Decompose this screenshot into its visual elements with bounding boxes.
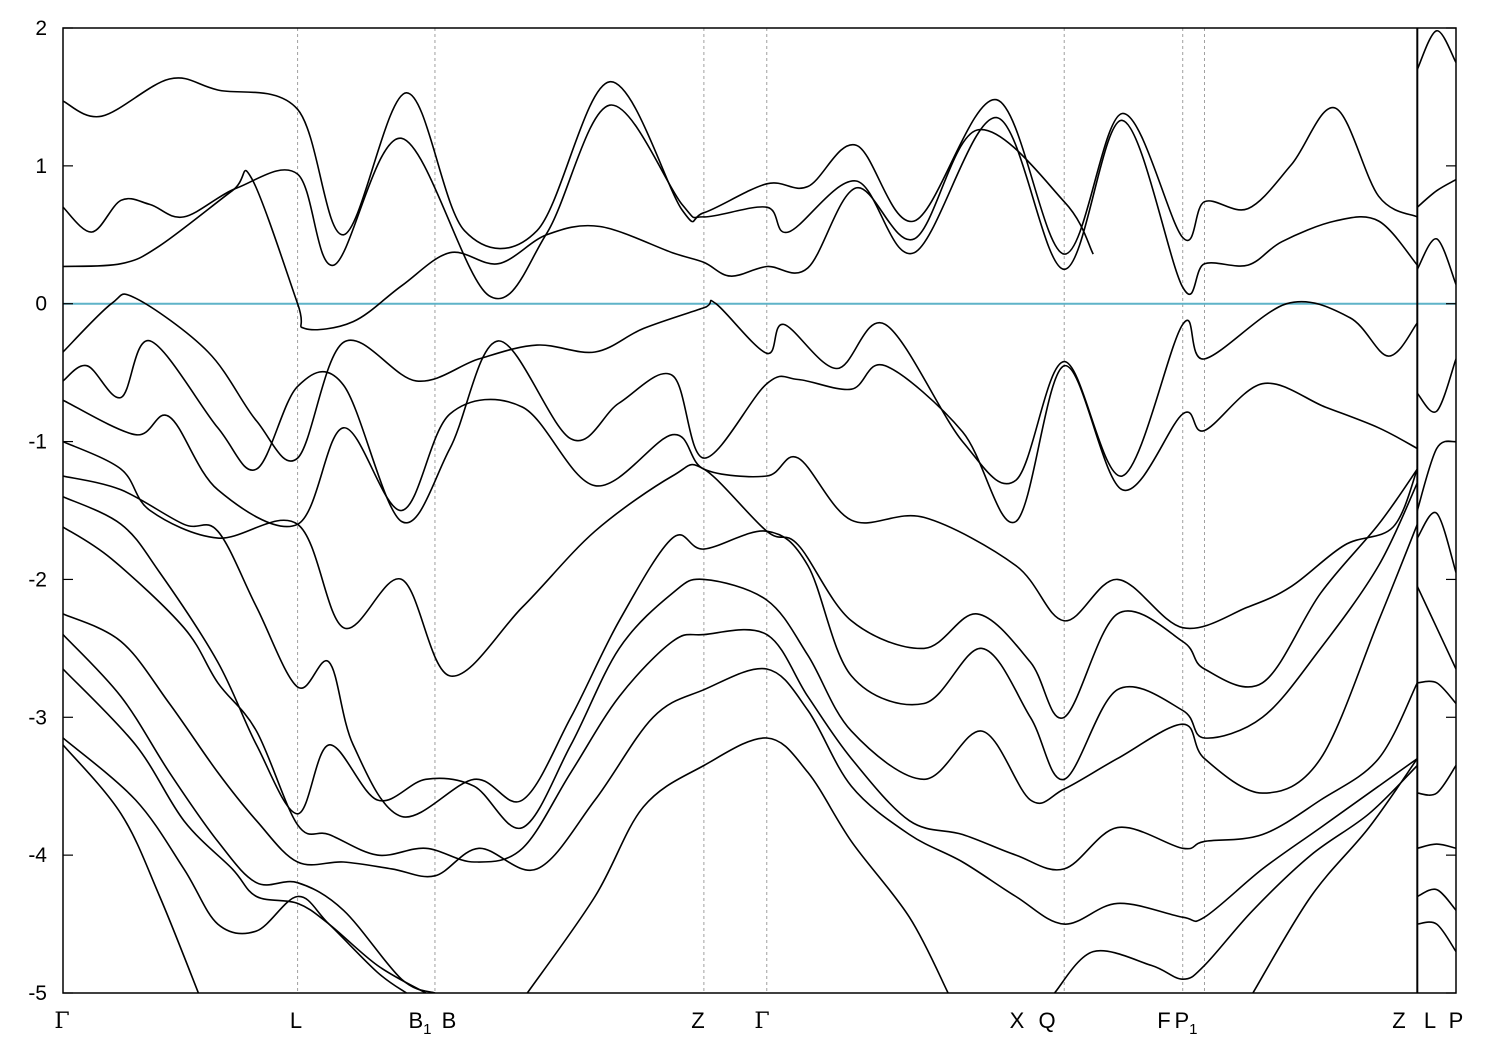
- band-line-11: [63, 613, 1418, 925]
- kpoint-label: B: [442, 1008, 457, 1033]
- band-line-17: [63, 744, 200, 993]
- band-line-2: [63, 104, 1418, 300]
- band-line-26: [1417, 680, 1456, 705]
- kpoint-label: Z: [1392, 1008, 1405, 1033]
- band-line-23: [1416, 440, 1456, 511]
- band-line-8: [63, 475, 1419, 818]
- kpoint-label: L: [290, 1008, 302, 1033]
- kpoint-label: Γ: [54, 1009, 69, 1034]
- band-line-4: [63, 293, 1418, 485]
- band-line-16: [1053, 764, 1418, 993]
- band-line-30: [1417, 921, 1456, 953]
- band-line-28: [1417, 843, 1456, 850]
- y-tick-label: -3: [28, 706, 47, 729]
- y-tick-label: 2: [35, 17, 47, 40]
- plot-frame: [62, 27, 1457, 994]
- kpoint-label: P1: [1174, 1008, 1197, 1038]
- band-line-21: [1416, 238, 1456, 285]
- band-line-10: [63, 526, 1419, 871]
- band-line-18: [1252, 758, 1418, 993]
- band-line-1: [63, 77, 1418, 255]
- grid-layer: [297, 28, 1205, 993]
- band-line-29: [1416, 888, 1456, 911]
- bands-layer: [63, 30, 1456, 993]
- y-tick-label: 1: [35, 155, 47, 178]
- y-tick-label: -5: [28, 982, 47, 1005]
- band-line-20: [1416, 178, 1456, 208]
- kpoint-label: F: [1157, 1008, 1170, 1033]
- kpoint-label: Q: [1038, 1008, 1055, 1033]
- band-line-14: [63, 737, 407, 993]
- axes-layer: [62, 27, 1457, 994]
- band-line-15: [526, 737, 949, 993]
- y-tick-label: 0: [35, 293, 47, 316]
- kpoint-label: P: [1449, 1008, 1464, 1033]
- y-tick-label: -2: [28, 568, 47, 591]
- band-line-19: [1416, 30, 1456, 70]
- band-line-22: [1416, 358, 1456, 414]
- labels-layer: 210-1-2-3-4-5Γ L B1 B Z Γ X Q F P1 Z L P: [28, 17, 1463, 1038]
- band-line-24: [1416, 511, 1456, 573]
- band-line-9: [63, 495, 1419, 830]
- band-line-3: [63, 128, 1094, 331]
- band-line-27: [1417, 765, 1456, 796]
- kpoint-label: Γ: [754, 1009, 769, 1034]
- band-line-5: [63, 340, 1418, 524]
- kpoint-label: B1: [408, 1008, 431, 1038]
- band-line-12: [63, 634, 436, 993]
- band-line-13: [63, 668, 427, 993]
- y-tick-label: -1: [28, 431, 47, 454]
- y-tick-label: -4: [28, 844, 47, 867]
- band-line-7: [63, 440, 1418, 719]
- kpoint-label: Z: [691, 1008, 704, 1033]
- band-line-25: [1416, 585, 1456, 670]
- kpoint-label: X: [1010, 1008, 1025, 1033]
- kpoint-label: L: [1424, 1008, 1436, 1033]
